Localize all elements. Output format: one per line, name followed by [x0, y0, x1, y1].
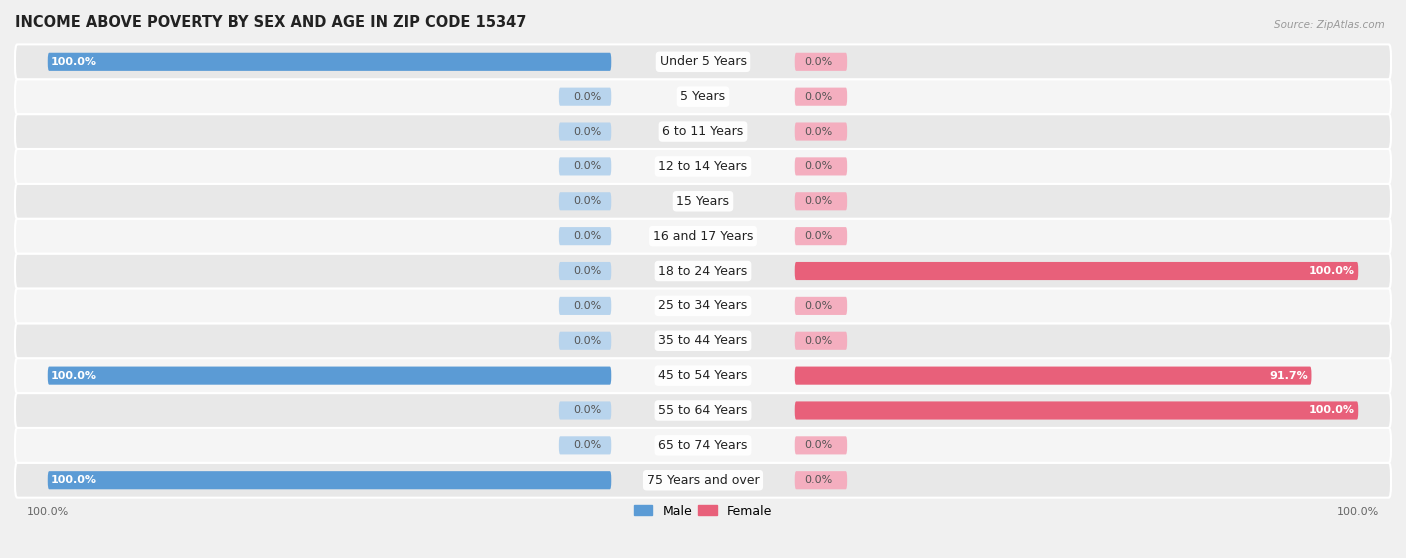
Text: 0.0%: 0.0%: [804, 196, 832, 206]
Text: 0.0%: 0.0%: [804, 336, 832, 346]
Text: 0.0%: 0.0%: [574, 92, 602, 102]
FancyBboxPatch shape: [558, 157, 612, 175]
Text: 16 and 17 Years: 16 and 17 Years: [652, 230, 754, 243]
FancyBboxPatch shape: [558, 192, 612, 210]
FancyBboxPatch shape: [558, 331, 612, 350]
Text: Under 5 Years: Under 5 Years: [659, 55, 747, 68]
FancyBboxPatch shape: [794, 122, 848, 141]
FancyBboxPatch shape: [15, 428, 1391, 463]
FancyBboxPatch shape: [15, 323, 1391, 358]
Text: 100.0%: 100.0%: [1309, 406, 1355, 416]
Text: 0.0%: 0.0%: [574, 161, 602, 171]
Text: 0.0%: 0.0%: [574, 440, 602, 450]
Text: 0.0%: 0.0%: [804, 57, 832, 67]
Text: 45 to 54 Years: 45 to 54 Years: [658, 369, 748, 382]
FancyBboxPatch shape: [15, 393, 1391, 428]
Text: 5 Years: 5 Years: [681, 90, 725, 103]
Text: 25 to 34 Years: 25 to 34 Years: [658, 300, 748, 312]
Legend: Male, Female: Male, Female: [628, 499, 778, 522]
Text: 0.0%: 0.0%: [574, 336, 602, 346]
FancyBboxPatch shape: [15, 114, 1391, 149]
FancyBboxPatch shape: [794, 401, 1358, 420]
FancyBboxPatch shape: [558, 227, 612, 245]
Text: 0.0%: 0.0%: [804, 161, 832, 171]
Text: 0.0%: 0.0%: [574, 196, 602, 206]
FancyBboxPatch shape: [794, 471, 848, 489]
FancyBboxPatch shape: [558, 88, 612, 106]
FancyBboxPatch shape: [794, 53, 848, 71]
FancyBboxPatch shape: [794, 88, 848, 106]
Text: INCOME ABOVE POVERTY BY SEX AND AGE IN ZIP CODE 15347: INCOME ABOVE POVERTY BY SEX AND AGE IN Z…: [15, 15, 526, 30]
Text: 100.0%: 100.0%: [51, 57, 97, 67]
FancyBboxPatch shape: [15, 45, 1391, 79]
Text: 55 to 64 Years: 55 to 64 Years: [658, 404, 748, 417]
Text: 91.7%: 91.7%: [1270, 371, 1308, 381]
FancyBboxPatch shape: [15, 149, 1391, 184]
Text: Source: ZipAtlas.com: Source: ZipAtlas.com: [1274, 20, 1385, 30]
FancyBboxPatch shape: [794, 331, 848, 350]
Text: 0.0%: 0.0%: [574, 127, 602, 137]
Text: 65 to 74 Years: 65 to 74 Years: [658, 439, 748, 452]
Text: 0.0%: 0.0%: [804, 92, 832, 102]
FancyBboxPatch shape: [558, 122, 612, 141]
Text: 0.0%: 0.0%: [574, 406, 602, 416]
FancyBboxPatch shape: [15, 79, 1391, 114]
FancyBboxPatch shape: [794, 192, 848, 210]
FancyBboxPatch shape: [15, 288, 1391, 323]
Text: 100.0%: 100.0%: [51, 371, 97, 381]
FancyBboxPatch shape: [794, 367, 1312, 384]
FancyBboxPatch shape: [794, 436, 848, 454]
FancyBboxPatch shape: [48, 471, 612, 489]
Text: 100.0%: 100.0%: [51, 475, 97, 485]
Text: 6 to 11 Years: 6 to 11 Years: [662, 125, 744, 138]
Text: 0.0%: 0.0%: [574, 266, 602, 276]
FancyBboxPatch shape: [15, 358, 1391, 393]
FancyBboxPatch shape: [48, 367, 612, 384]
FancyBboxPatch shape: [558, 297, 612, 315]
Text: 75 Years and over: 75 Years and over: [647, 474, 759, 487]
FancyBboxPatch shape: [794, 297, 848, 315]
Text: 35 to 44 Years: 35 to 44 Years: [658, 334, 748, 347]
Text: 100.0%: 100.0%: [1309, 266, 1355, 276]
Text: 0.0%: 0.0%: [804, 231, 832, 241]
Text: 0.0%: 0.0%: [574, 231, 602, 241]
Text: 0.0%: 0.0%: [804, 475, 832, 485]
Text: 0.0%: 0.0%: [804, 127, 832, 137]
Text: 18 to 24 Years: 18 to 24 Years: [658, 264, 748, 277]
FancyBboxPatch shape: [794, 262, 1358, 280]
FancyBboxPatch shape: [794, 157, 848, 175]
Text: 15 Years: 15 Years: [676, 195, 730, 208]
Text: 0.0%: 0.0%: [804, 301, 832, 311]
FancyBboxPatch shape: [15, 253, 1391, 288]
FancyBboxPatch shape: [794, 227, 848, 245]
Text: 12 to 14 Years: 12 to 14 Years: [658, 160, 748, 173]
FancyBboxPatch shape: [15, 184, 1391, 219]
FancyBboxPatch shape: [558, 401, 612, 420]
FancyBboxPatch shape: [15, 219, 1391, 253]
FancyBboxPatch shape: [15, 463, 1391, 498]
FancyBboxPatch shape: [48, 53, 612, 71]
FancyBboxPatch shape: [558, 262, 612, 280]
Text: 0.0%: 0.0%: [804, 440, 832, 450]
Text: 0.0%: 0.0%: [574, 301, 602, 311]
FancyBboxPatch shape: [558, 436, 612, 454]
